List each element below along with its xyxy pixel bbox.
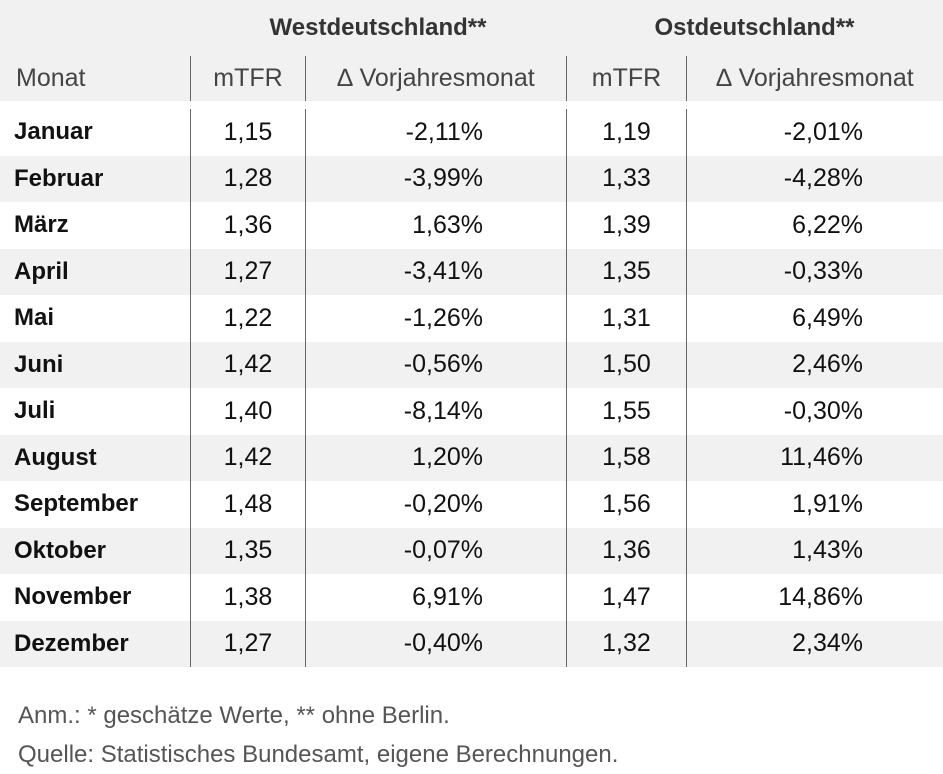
- west-delta-cell: -0,40%: [305, 620, 566, 667]
- east-mtfr-cell: 1,31: [566, 295, 686, 342]
- east-mtfr-cell: 1,36: [566, 527, 686, 574]
- table-row: Dezember 1,27 -0,40% 1,32 2,34%: [0, 620, 943, 667]
- table-body: Januar 1,15 -2,11% 1,19 -2,01% Februar 1…: [0, 109, 943, 667]
- east-mtfr-cell: 1,47: [566, 574, 686, 621]
- month-cell: April: [14, 257, 69, 285]
- column-header-row: Monat mTFR ∆ Vorjahresmonat mTFR ∆ Vorja…: [0, 56, 943, 101]
- column-header-west-mtfr: mTFR: [190, 56, 305, 101]
- west-mtfr-cell: 1,27: [190, 620, 305, 667]
- west-mtfr-cell: 1,35: [190, 527, 305, 574]
- west-delta-cell: -3,41%: [305, 248, 566, 295]
- month-cell: Dezember: [14, 629, 129, 657]
- west-mtfr-cell: 1,15: [190, 109, 305, 156]
- west-mtfr-cell: 1,28: [190, 155, 305, 202]
- west-delta-cell: -3,99%: [305, 155, 566, 202]
- column-header-east-mtfr: mTFR: [566, 56, 686, 101]
- month-cell: Juli: [14, 397, 56, 425]
- west-delta-cell: -2,11%: [305, 109, 566, 156]
- table-row: September 1,48 -0,20% 1,56 1,91%: [0, 481, 943, 528]
- month-cell: März: [14, 211, 69, 239]
- west-mtfr-cell: 1,36: [190, 202, 305, 249]
- east-delta-cell: 2,34%: [686, 620, 943, 667]
- table-row: April 1,27 -3,41% 1,35 -0,33%: [0, 248, 943, 295]
- west-delta-cell: 1,63%: [305, 202, 566, 249]
- month-cell: Februar: [14, 164, 104, 192]
- west-delta-cell: -0,07%: [305, 527, 566, 574]
- east-delta-cell: -0,30%: [686, 388, 943, 435]
- west-mtfr-cell: 1,42: [190, 434, 305, 481]
- east-mtfr-cell: 1,55: [566, 388, 686, 435]
- column-header-west-delta: ∆ Vorjahresmonat: [305, 56, 566, 101]
- group-header-row: Westdeutschland** Ostdeutschland**: [0, 0, 943, 56]
- month-cell: Juni: [14, 350, 64, 378]
- east-mtfr-cell: 1,39: [566, 202, 686, 249]
- group-header-spacer: [0, 0, 190, 56]
- table-row: August 1,42 1,20% 1,58 11,46%: [0, 434, 943, 481]
- west-delta-cell: 1,20%: [305, 434, 566, 481]
- east-mtfr-cell: 1,56: [566, 481, 686, 528]
- west-mtfr-cell: 1,22: [190, 295, 305, 342]
- east-mtfr-cell: 1,35: [566, 248, 686, 295]
- west-delta-cell: 6,91%: [305, 574, 566, 621]
- column-header-month: Monat: [16, 64, 86, 92]
- table-row: März 1,36 1,63% 1,39 6,22%: [0, 202, 943, 249]
- annotation-note: Anm.: * geschätze Werte, ** ohne Berlin.: [18, 702, 450, 729]
- east-delta-cell: 1,43%: [686, 527, 943, 574]
- west-delta-cell: -1,26%: [305, 295, 566, 342]
- east-delta-cell: 1,91%: [686, 481, 943, 528]
- east-delta-cell: -0,33%: [686, 248, 943, 295]
- month-cell: August: [14, 443, 97, 471]
- east-delta-cell: -4,28%: [686, 155, 943, 202]
- table-row: Oktober 1,35 -0,07% 1,36 1,43%: [0, 527, 943, 574]
- month-cell: November: [14, 583, 132, 611]
- east-mtfr-cell: 1,32: [566, 620, 686, 667]
- east-mtfr-cell: 1,33: [566, 155, 686, 202]
- west-mtfr-cell: 1,48: [190, 481, 305, 528]
- east-delta-cell: 6,49%: [686, 295, 943, 342]
- table-row: Mai 1,22 -1,26% 1,31 6,49%: [0, 295, 943, 342]
- east-delta-cell: -2,01%: [686, 109, 943, 156]
- east-delta-cell: 14,86%: [686, 574, 943, 621]
- east-delta-cell: 6,22%: [686, 202, 943, 249]
- table-row: Juli 1,40 -8,14% 1,55 -0,30%: [0, 388, 943, 435]
- west-mtfr-cell: 1,42: [190, 341, 305, 388]
- month-cell: September: [14, 490, 139, 518]
- group-header-east: Ostdeutschland**: [654, 14, 855, 41]
- group-header-west: Westdeutschland**: [269, 14, 487, 41]
- table-row: Juni 1,42 -0,56% 1,50 2,46%: [0, 341, 943, 388]
- table-row: Februar 1,28 -3,99% 1,33 -4,28%: [0, 155, 943, 202]
- table-row: November 1,38 6,91% 1,47 14,86%: [0, 574, 943, 621]
- east-delta-cell: 2,46%: [686, 341, 943, 388]
- west-delta-cell: -0,56%: [305, 341, 566, 388]
- column-header-east-delta: ∆ Vorjahresmonat: [686, 56, 943, 101]
- west-mtfr-cell: 1,27: [190, 248, 305, 295]
- east-delta-cell: 11,46%: [686, 434, 943, 481]
- west-delta-cell: -8,14%: [305, 388, 566, 435]
- month-cell: Januar: [14, 118, 93, 146]
- month-cell: Oktober: [14, 536, 107, 564]
- month-cell: Mai: [14, 304, 55, 332]
- east-mtfr-cell: 1,50: [566, 341, 686, 388]
- table-notes: Anm.: * geschätze Werte, ** ohne Berlin.…: [18, 696, 618, 774]
- east-mtfr-cell: 1,19: [566, 109, 686, 156]
- table-row: Januar 1,15 -2,11% 1,19 -2,01%: [0, 109, 943, 156]
- west-mtfr-cell: 1,40: [190, 388, 305, 435]
- east-mtfr-cell: 1,58: [566, 434, 686, 481]
- west-delta-cell: -0,20%: [305, 481, 566, 528]
- source-note: Quelle: Statistisches Bundesamt, eigene …: [18, 741, 619, 768]
- west-mtfr-cell: 1,38: [190, 574, 305, 621]
